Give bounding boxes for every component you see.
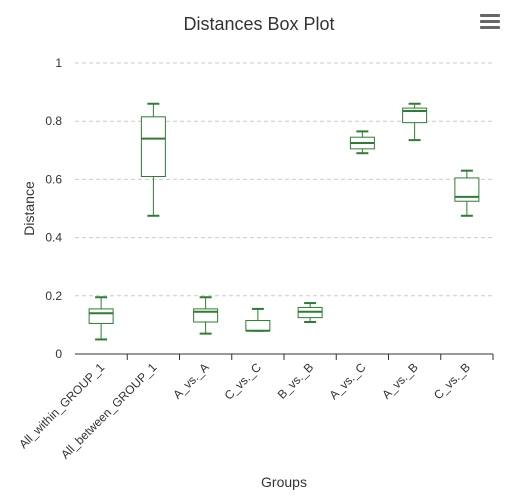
box-All_between_GROUP_1[interactable] — [140, 102, 166, 217]
x-tick-label: A_vs._B — [379, 360, 421, 402]
y-tick-label: 0.4 — [45, 231, 62, 245]
box-A_vs._C[interactable] — [349, 130, 375, 155]
x-tick-label: All_within_GROUP_1 — [16, 360, 107, 451]
y-axis-title: Distance — [21, 181, 37, 236]
x-axis-title: Groups — [261, 474, 307, 490]
y-tick-label: 0.2 — [45, 289, 62, 303]
y-tick-label: 1 — [55, 56, 62, 70]
x-tick-label: C_vs._B — [431, 360, 473, 402]
x-tick-label: B_vs._B — [275, 360, 317, 402]
box-body — [245, 320, 271, 332]
y-tick-label: 0.8 — [45, 114, 62, 128]
box-B_vs._B[interactable] — [297, 302, 323, 323]
x-tick-label: All_between_GROUP_1 — [58, 360, 160, 462]
box-A_vs._B[interactable] — [402, 102, 428, 142]
y-tick-label: 0 — [55, 347, 62, 361]
box-body — [454, 177, 480, 202]
x-tick-label: A_vs._C — [327, 360, 369, 402]
x-tick-label: C_vs._C — [222, 360, 265, 403]
x-tick-label: A_vs._A — [170, 360, 212, 402]
y-tick-label: 0.6 — [45, 172, 62, 186]
box-body — [140, 116, 166, 177]
box-A_vs._A[interactable] — [193, 296, 219, 335]
box-C_vs._C[interactable] — [245, 307, 271, 332]
box-All_within_GROUP_1[interactable] — [88, 296, 114, 341]
chart-title: Distances Box Plot — [183, 14, 335, 34]
hamburger-menu-icon[interactable] — [480, 14, 500, 30]
box-body — [88, 308, 114, 324]
box-C_vs._B[interactable] — [454, 169, 480, 217]
